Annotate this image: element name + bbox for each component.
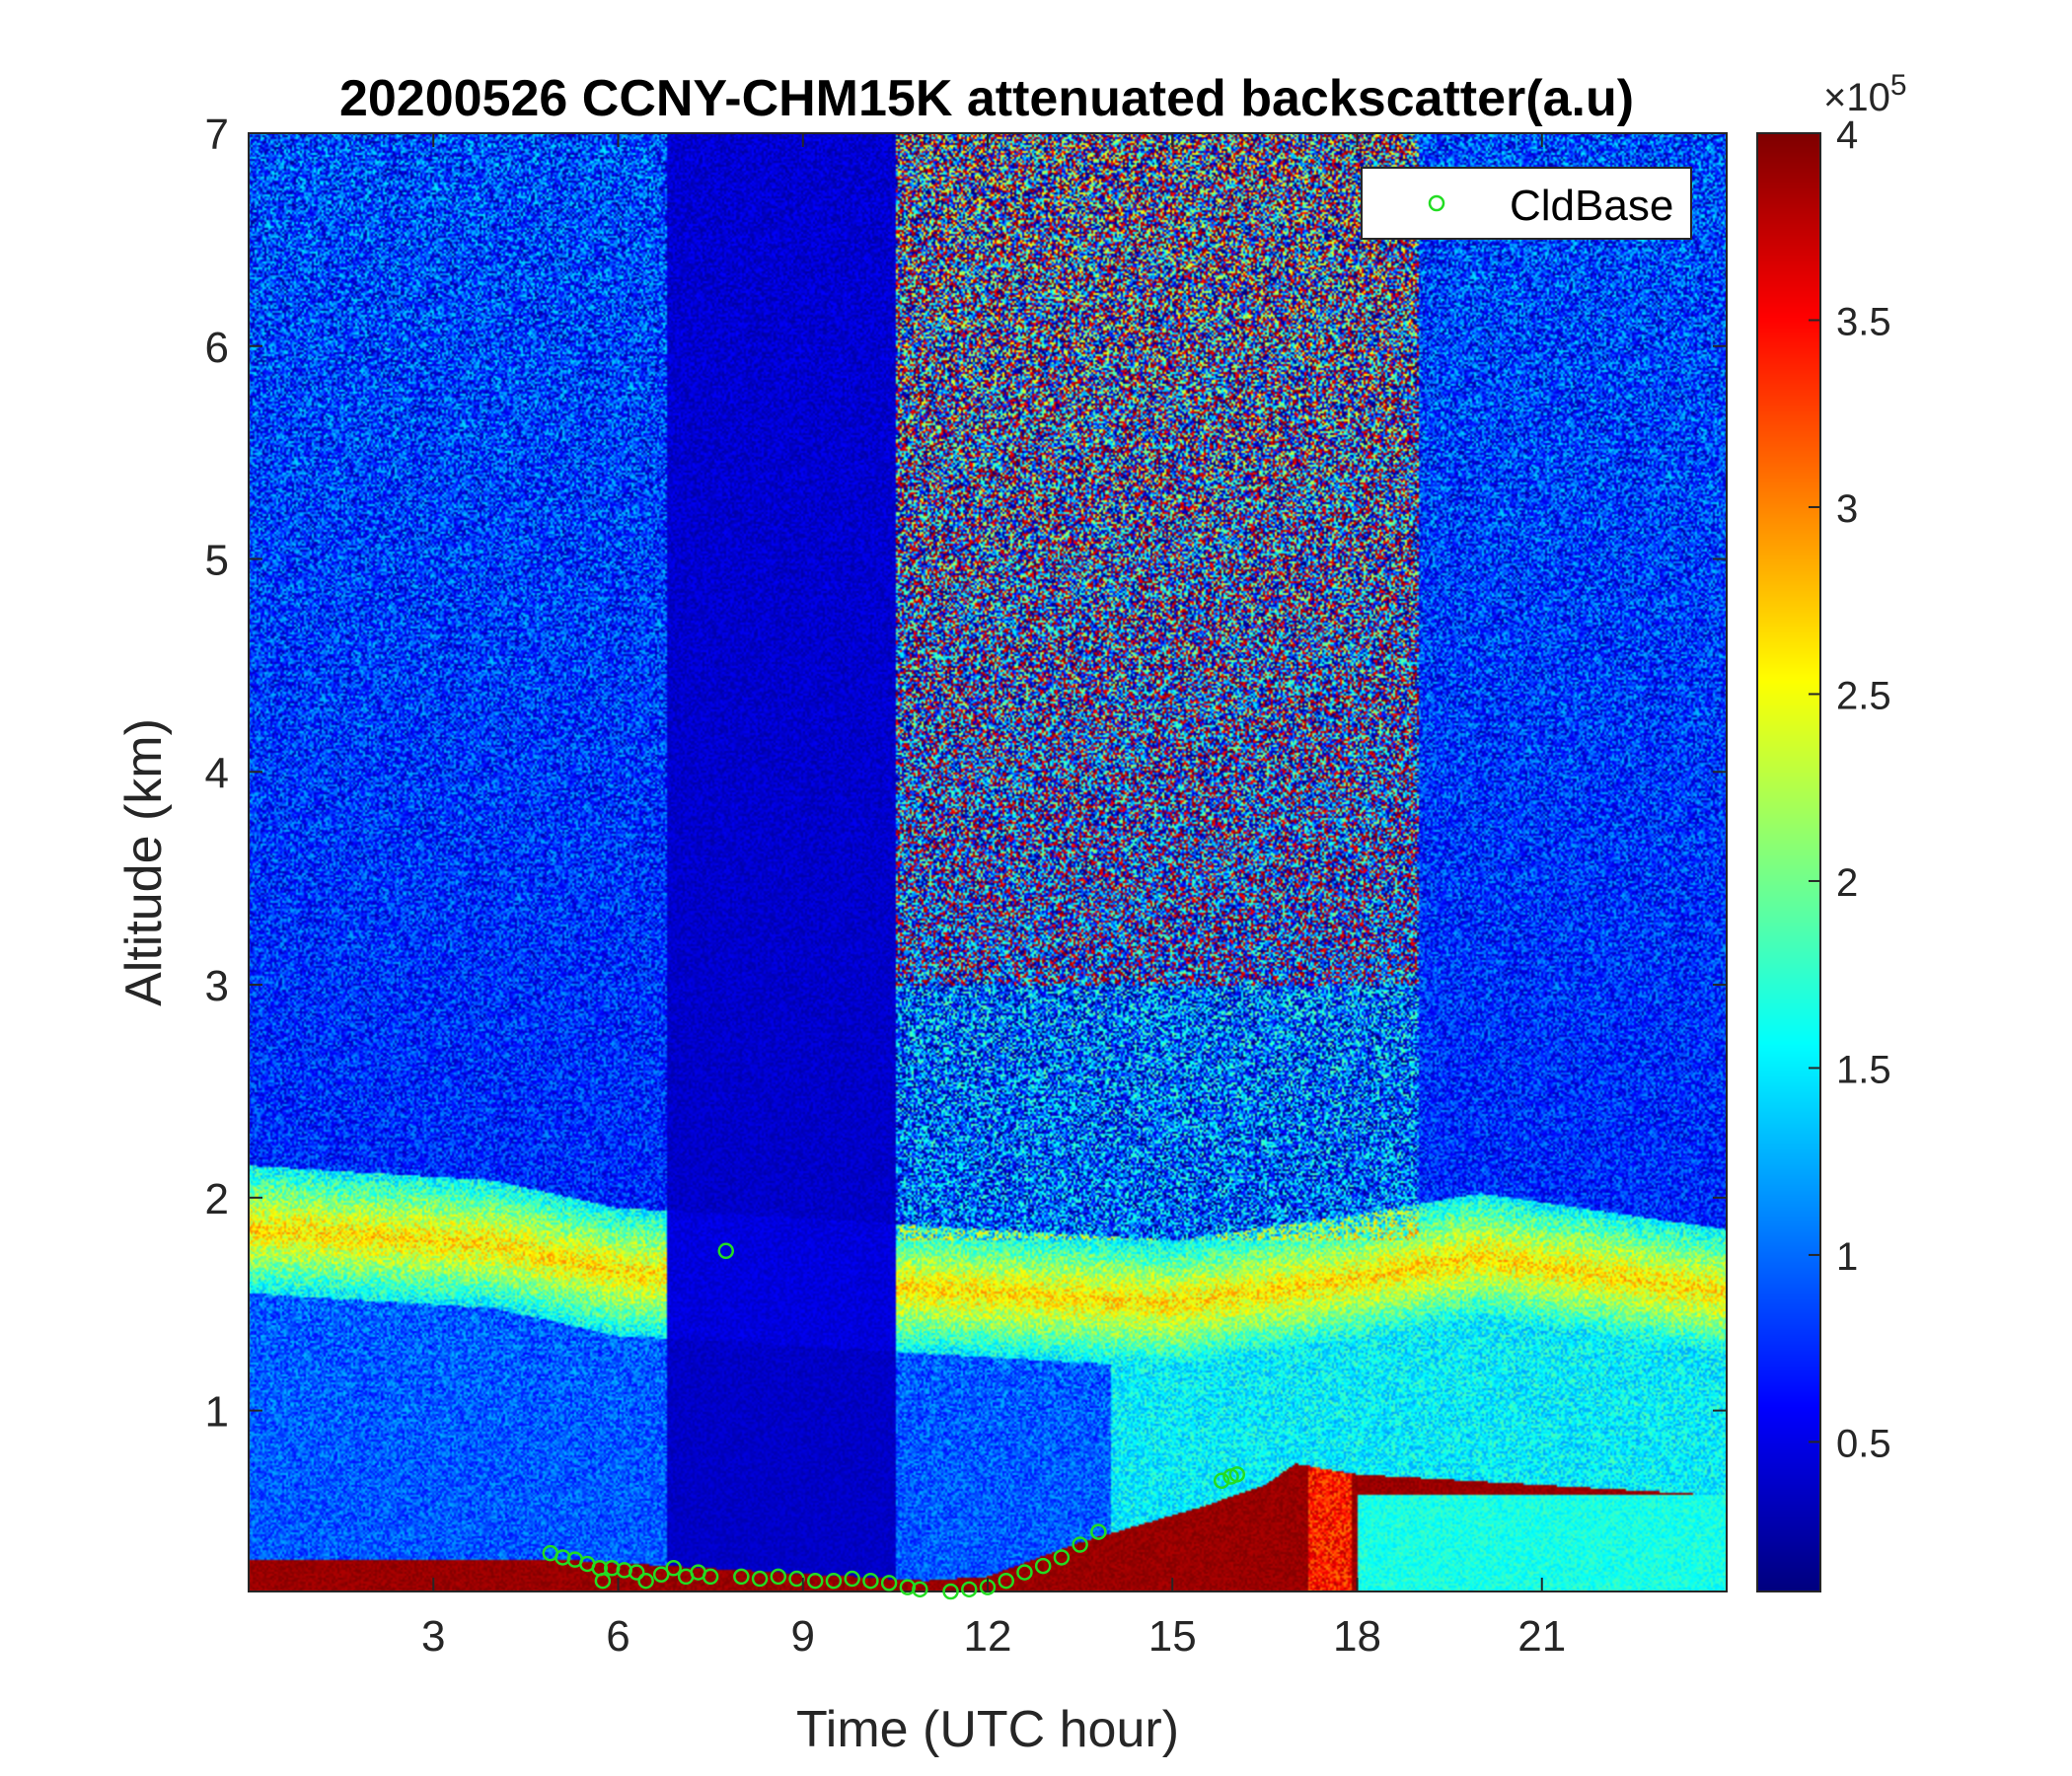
legend-box: [1361, 167, 1692, 240]
cldbase-point: [912, 1581, 928, 1598]
x-tick-label: 9: [791, 1612, 815, 1661]
cldbase-point: [1053, 1549, 1071, 1566]
cldbase-series: [542, 1242, 1246, 1600]
cldbase-point: [1213, 1472, 1230, 1490]
cldbase-point: [1034, 1557, 1052, 1575]
colorbar: 0.5 1 1.5 2 2.5 3 3.5 4 ×105: [1756, 69, 1907, 1592]
x-tick-label: 3: [421, 1612, 445, 1661]
colorbar-ticks: 0.5 1 1.5 2 2.5 3 3.5 4: [1809, 113, 1891, 1465]
colorbar-tick-label: 3.5: [1836, 300, 1891, 343]
cldbase-point: [751, 1570, 769, 1588]
cldbase-point: [998, 1572, 1014, 1590]
cldbase-point: [806, 1572, 824, 1590]
cldbase-point: [628, 1564, 645, 1581]
colorbar-tick-label: 1.5: [1836, 1048, 1891, 1091]
y-axis: 1 2 3 4 5 6 7: [205, 111, 1727, 1437]
x-axis: 3 6 9 12 15 18 21: [421, 133, 1566, 1661]
x-tick-label: 15: [1148, 1612, 1197, 1661]
x-tick-label: 6: [606, 1612, 629, 1661]
cldbase-point: [1016, 1564, 1033, 1581]
colorbar-tick-label: 4: [1836, 113, 1858, 157]
y-tick-label: 2: [205, 1175, 229, 1223]
cldbase-point: [733, 1568, 750, 1586]
colorbar-exponent-base: ×10: [1823, 76, 1890, 119]
cldbase-point: [880, 1575, 898, 1591]
colorbar-frame: [1756, 132, 1821, 1592]
y-tick-label: 1: [205, 1388, 229, 1437]
cldbase-point: [665, 1560, 682, 1577]
colorbar-gradient: [1757, 133, 1820, 1591]
y-tick-label: 4: [205, 749, 229, 797]
cldbase-point: [1228, 1466, 1246, 1483]
y-tick-label: 5: [205, 537, 229, 585]
backscatter-heatmap: [249, 133, 1727, 1591]
y-tick-label: 3: [205, 962, 229, 1010]
legend: CldBase: [1361, 167, 1692, 240]
y-tick-label: 7: [205, 111, 229, 159]
y-tick-label: 6: [205, 324, 229, 372]
y-axis-label: Altitude (km): [115, 718, 173, 1006]
cldbase-point: [770, 1568, 787, 1586]
x-axis-label: Time (UTC hour): [796, 1701, 1179, 1758]
cldbase-point: [961, 1581, 978, 1598]
colorbar-tick-label: 0.5: [1836, 1422, 1891, 1465]
x-tick-label: 12: [964, 1612, 1012, 1661]
cldbase-point: [652, 1566, 670, 1583]
cldbase-point: [862, 1572, 879, 1590]
cldbase-point: [825, 1572, 843, 1590]
x-tick-label: 18: [1333, 1612, 1381, 1661]
colorbar-tick-label: 3: [1836, 487, 1858, 531]
legend-label-cldbase: CldBase: [1510, 182, 1673, 230]
colorbar-exponent: ×105: [1823, 69, 1907, 119]
legend-marker-cldbase: [1428, 194, 1445, 212]
cldbase-point: [1072, 1536, 1088, 1553]
x-tick-label: 21: [1517, 1612, 1566, 1661]
cldbase-point: [1090, 1523, 1107, 1540]
cldbase-point: [594, 1572, 612, 1590]
cldbase-point: [702, 1568, 719, 1586]
cldbase-point: [637, 1572, 654, 1590]
colorbar-tick-label: 2.5: [1836, 674, 1891, 717]
cldbase-point: [717, 1242, 734, 1260]
cldbase-point: [844, 1570, 860, 1588]
colorbar-tick-label: 1: [1836, 1235, 1858, 1279]
chart-title: 20200526 CCNY-CHM15K attenuated backscat…: [338, 70, 1635, 127]
cldbase-point: [942, 1583, 959, 1600]
colorbar-exponent-power: 5: [1890, 69, 1907, 102]
colorbar-tick-label: 2: [1836, 861, 1858, 905]
plot-area: [248, 132, 1728, 1600]
